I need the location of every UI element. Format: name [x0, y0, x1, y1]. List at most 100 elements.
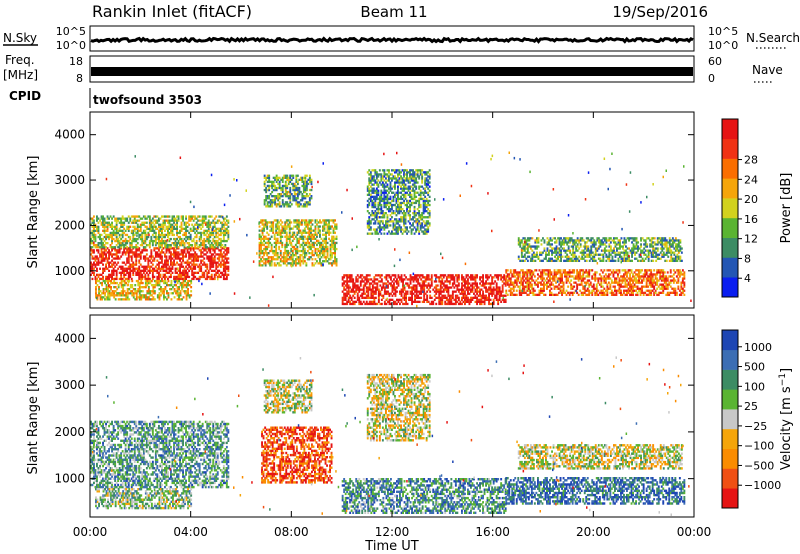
heatmap-cell: [299, 235, 302, 238]
heatmap-cell: [485, 286, 487, 289]
heatmap-cell: [141, 296, 144, 299]
heatmap-cell: [361, 292, 364, 295]
heatmap-cell: [179, 273, 181, 276]
heatmap-cell: [403, 193, 405, 196]
heatmap-cell: [281, 199, 284, 202]
heatmap-cell: [456, 296, 459, 299]
heatmap-cell: [152, 288, 155, 291]
heatmap-cell: [158, 244, 160, 247]
heatmap-cell: [170, 219, 172, 222]
heatmap-cell: [96, 267, 98, 270]
heatmap-cell: [114, 253, 117, 256]
heatmap-cell: [500, 300, 503, 303]
heatmap-cell: [406, 292, 409, 295]
heatmap-cell: [188, 237, 191, 241]
heatmap-cell: [99, 281, 102, 285]
heatmap-cell: [115, 269, 118, 272]
heatmap-cell: [218, 249, 221, 252]
heatmap-cell: [368, 300, 371, 303]
heatmap-cell: [349, 290, 352, 293]
heatmap-cell: [159, 229, 162, 232]
heatmap-cell: [186, 251, 189, 254]
heatmap-cell: [427, 300, 430, 303]
heatmap-cell: [150, 249, 153, 252]
heatmap-cell: [379, 276, 382, 279]
heatmap-cell: [285, 243, 288, 247]
heatmap-cell: [296, 223, 299, 226]
heatmap-cell: [159, 239, 162, 243]
heatmap-cell: [195, 271, 198, 274]
heatmap-cell: [105, 298, 108, 301]
heatmap-cell: [286, 178, 289, 181]
heatmap-cell: [182, 233, 184, 237]
heatmap-cell: [135, 261, 138, 264]
heatmap-cell: [297, 221, 300, 224]
heatmap-cell: [403, 224, 405, 227]
heatmap-cell: [297, 262, 300, 265]
station-title: Rankin Inlet (fitACF): [92, 2, 252, 21]
heatmap-cell: [310, 243, 312, 247]
heatmap-cell: [411, 286, 413, 289]
heatmap-cell: [497, 274, 500, 277]
heatmap-cell: [508, 279, 511, 282]
heatmap-cell: [428, 173, 431, 176]
heatmap-cell: [415, 179, 418, 182]
heatmap-cell: [209, 221, 212, 224]
heatmap-cell: [427, 282, 430, 285]
heatmap-cell: [301, 195, 304, 198]
heatmap-cell: [489, 292, 492, 295]
heatmap-cell: [329, 243, 332, 247]
heatmap-cell: [350, 298, 353, 301]
heatmap-cell: [317, 229, 320, 232]
heatmap-cell: [305, 243, 308, 247]
heatmap-cell: [424, 230, 427, 233]
heatmap-cell: [326, 241, 329, 245]
heatmap-cell: [153, 231, 156, 235]
heatmap-cell: [489, 274, 492, 277]
heatmap-cell: [147, 275, 150, 279]
heatmap-cell: [182, 290, 185, 293]
heatmap-cell: [375, 208, 378, 211]
heatmap-cell: [373, 298, 376, 301]
heatmap-cell: [376, 288, 379, 291]
heatmap-cell: [415, 169, 418, 172]
heatmap-cell: [225, 273, 228, 276]
heatmap-cell: [418, 300, 421, 303]
heatmap-cell: [403, 222, 405, 225]
heatmap-cell: [377, 296, 380, 299]
heatmap-cell: [305, 237, 308, 240]
heatmap-cell: [374, 181, 377, 184]
heatmap-cell: [308, 227, 311, 230]
heatmap-cell: [158, 298, 161, 301]
heatmap-cell: [375, 232, 378, 235]
heatmap-cell: [423, 294, 426, 297]
heatmap-cell: [175, 292, 177, 295]
heatmap-cell: [313, 264, 315, 267]
heatmap-cell: [115, 221, 118, 224]
heatmap-cell: [197, 259, 200, 262]
heatmap-cell: [180, 257, 183, 260]
heatmap-cell: [182, 251, 184, 254]
heatmap-cell: [368, 296, 371, 299]
heatmap-cell: [162, 223, 165, 226]
heatmap-cell: [263, 199, 266, 202]
heatmap-cell: [439, 284, 442, 287]
heatmap-cell: [381, 175, 384, 178]
heatmap-cell: [275, 258, 278, 261]
heatmap-cell: [135, 239, 138, 243]
heatmap-cell: [136, 227, 139, 230]
heatmap-cell: [276, 262, 279, 265]
heatmap-cell: [495, 282, 498, 285]
heatmap-cell: [174, 249, 177, 252]
heatmap-cell: [492, 276, 495, 279]
heatmap-cell: [389, 232, 392, 235]
heatmap-cell: [203, 246, 206, 249]
heatmap-cell: [438, 276, 441, 279]
heatmap-cell: [198, 239, 201, 243]
heatmap-cell: [373, 280, 376, 283]
heatmap-cell: [129, 251, 132, 254]
heatmap-cell: [153, 259, 156, 262]
heatmap-cell: [95, 292, 97, 295]
heatmap-cell: [329, 256, 332, 259]
heatmap-cell: [281, 203, 284, 206]
